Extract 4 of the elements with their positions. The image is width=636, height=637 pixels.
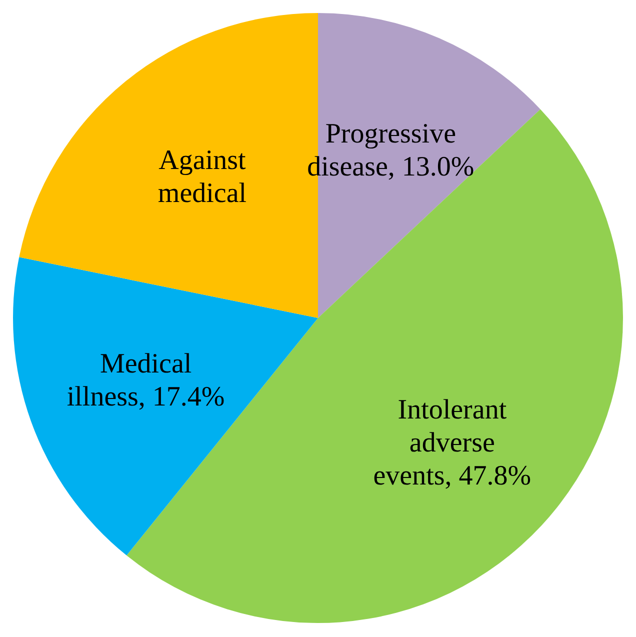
slice-label: Against medical — [158, 144, 247, 208]
slice-label: Intolerant adverse events, 47.8% — [373, 394, 532, 491]
slice-label: Medical illness, 17.4% — [66, 348, 225, 412]
pie-slice — [13, 257, 318, 556]
